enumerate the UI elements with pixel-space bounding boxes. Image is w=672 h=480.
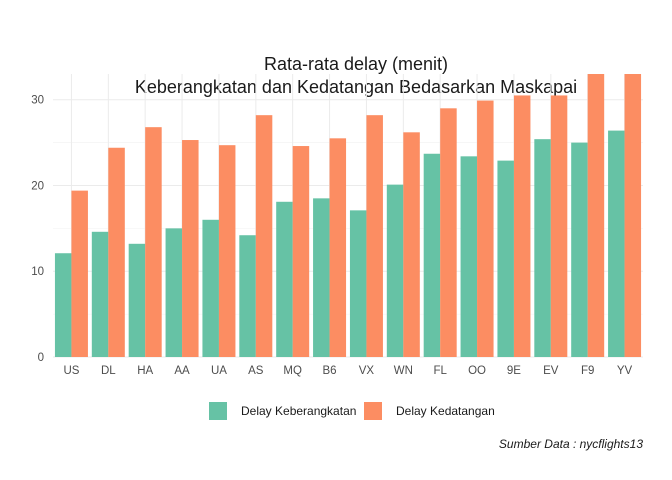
bar-kedatangan-f9 [587,74,605,357]
chart-title: Rata-rata delay (menit) Keberangkatan da… [135,54,577,97]
bar-kedatangan-us [71,190,88,357]
x-tick-label: AS [248,365,264,377]
bar-keberangkatan-ha [128,243,146,357]
y-tick-label: 0 [38,352,44,364]
bar-kedatangan-9e [513,95,531,357]
bar-kedatangan-wn [403,132,420,357]
bar-kedatangan-oo [477,100,494,358]
y-tick-label: 30 [31,95,44,107]
legend-key-kedatangan [364,402,382,420]
bar-keberangkatan-us [54,253,72,357]
legend-key-keberangkatan [209,402,227,420]
bar-kedatangan-vx [366,115,383,357]
x-tick-label: DL [101,365,116,377]
x-tick-label: F9 [581,365,594,377]
x-tick-label: HA [137,365,153,377]
bar-kedatangan-yv [624,74,642,357]
x-tick-label: UA [211,365,227,377]
chart-title-line-2: Keberangkatan dan Kedatangan Bedasarkan … [135,77,577,97]
bar-keberangkatan-b6 [313,198,330,357]
x-tick-label: WN [394,365,413,377]
bar-keberangkatan-aa [165,228,183,357]
bar-keberangkatan-dl [91,231,109,357]
x-tick-label: OO [468,365,486,377]
bar-kedatangan-ha [145,127,162,357]
bar-kedatangan-ev [550,95,568,357]
x-tick-label: US [63,365,79,377]
chart-caption: Sumber Data : nycflights13 [499,437,643,451]
bar-kedatangan-aa [182,140,199,357]
y-tick-label: 10 [31,266,44,278]
x-axis-ticks: US DL HA AA UA AS MQ B6 VX WN FL OO 9E EV F9 YV [63,365,632,377]
y-axis-ticks: 0 10 20 30 [31,95,44,364]
x-tick-label: B6 [323,365,337,377]
bar-kedatangan-mq [292,146,310,357]
bar-keberangkatan-mq [276,201,293,357]
bar-keberangkatan-ev [534,139,551,357]
bars [54,74,642,358]
bar-keberangkatan-vx [349,210,367,357]
bar-keberangkatan-f9 [571,142,588,357]
chart-title-line-1: Rata-rata delay (menit) [264,54,448,74]
x-tick-label: AA [174,365,190,377]
bar-kedatangan-fl [440,108,457,357]
bar-keberangkatan-oo [460,156,478,357]
y-tick-label: 20 [31,180,44,192]
x-tick-label: YV [617,365,633,377]
bar-keberangkatan-fl [423,153,441,357]
bar-kedatangan-as [255,115,273,357]
x-tick-label: FL [433,365,447,377]
bar-keberangkatan-as [239,235,256,357]
x-tick-label: MQ [283,365,302,377]
bar-keberangkatan-ua [202,219,219,357]
bar-kedatangan-b6 [329,138,347,357]
legend: Delay Keberangkatan Delay Kedatangan [209,402,495,420]
bar-keberangkatan-9e [497,160,514,357]
legend-label-keberangkatan: Delay Keberangkatan [241,404,356,418]
x-tick-label: VX [359,365,375,377]
bar-keberangkatan-yv [608,130,625,357]
bar-kedatangan-ua [218,145,236,357]
x-tick-label: 9E [507,365,521,377]
x-tick-label: EV [543,365,559,377]
legend-label-kedatangan: Delay Kedatangan [396,404,495,418]
bar-keberangkatan-wn [386,184,404,357]
bar-kedatangan-dl [108,147,125,357]
